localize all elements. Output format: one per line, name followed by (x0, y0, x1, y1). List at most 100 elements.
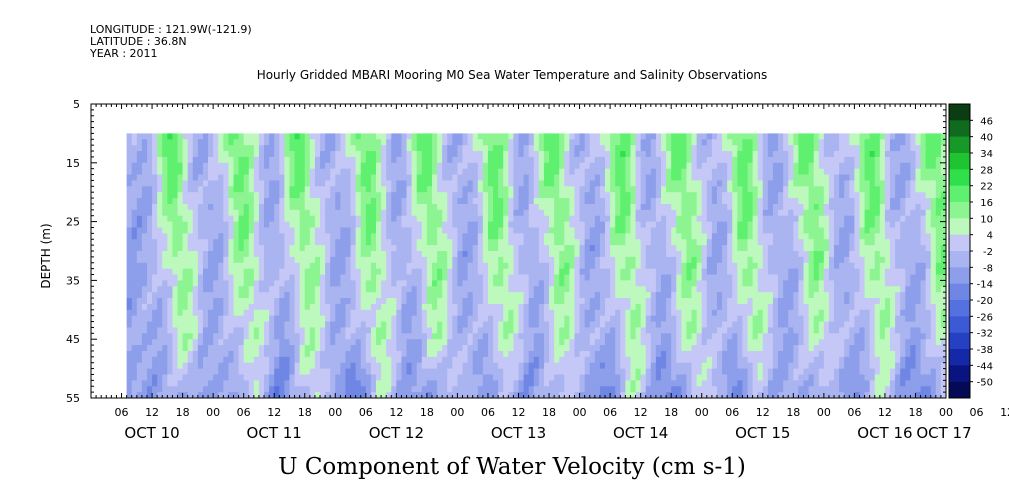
heatmap-cell (279, 315, 285, 322)
heatmap-cell (559, 139, 565, 146)
heatmap-cell (559, 251, 565, 258)
heatmap-cell (493, 251, 499, 258)
heatmap-cell (202, 362, 209, 369)
heatmap-cell (146, 356, 153, 364)
heatmap-cell (681, 262, 687, 270)
heatmap-cell (330, 309, 336, 317)
heatmap-cell (136, 262, 143, 270)
heatmap-cell (325, 298, 331, 305)
heatmap-cell (309, 368, 316, 375)
heatmap-cell (157, 180, 163, 187)
heatmap-cell (605, 139, 611, 146)
heatmap-cell (579, 386, 586, 393)
heatmap-cell (676, 239, 682, 246)
heatmap-cell (146, 239, 153, 246)
heatmap-cell (248, 239, 255, 246)
heatmap-cell (223, 298, 229, 305)
heatmap-cell (452, 239, 458, 246)
heatmap-cell (314, 215, 321, 222)
heatmap-cell (386, 321, 392, 328)
heatmap-cell (686, 374, 692, 381)
heatmap-cell (152, 151, 158, 158)
heatmap-cell (615, 309, 621, 317)
heatmap-cell (187, 315, 194, 322)
heatmap-cell (152, 298, 158, 305)
heatmap-cell (187, 280, 194, 287)
heatmap-cell (187, 362, 194, 369)
heatmap-cell (640, 268, 647, 275)
heatmap-cell (162, 303, 168, 311)
heatmap-cell (681, 245, 687, 252)
heatmap-cell (676, 315, 682, 322)
heatmap-cell (146, 386, 153, 393)
heatmap-cell (274, 251, 280, 258)
heatmap-cell (518, 151, 524, 158)
heatmap-cell (579, 374, 586, 381)
heatmap-cell (386, 233, 392, 240)
heatmap-cell (289, 298, 295, 305)
heatmap-cell (472, 274, 479, 281)
heatmap-cell (518, 251, 524, 258)
heatmap-cell (264, 198, 270, 205)
heatmap-cell (599, 380, 606, 387)
heatmap-cell (538, 327, 545, 334)
heatmap-cell (477, 321, 484, 328)
heatmap-cell (381, 162, 387, 170)
heatmap-cell (655, 292, 662, 299)
heatmap-cell (442, 286, 448, 293)
heatmap-cell (294, 227, 301, 234)
heatmap-cell (559, 327, 565, 334)
heatmap-cell (320, 168, 326, 175)
heatmap-cell (482, 151, 489, 158)
heatmap-cell (528, 368, 535, 375)
heatmap-cell (345, 315, 351, 322)
heatmap-cell (152, 139, 158, 146)
heatmap-cell (167, 292, 173, 299)
heatmap-cell (202, 321, 209, 328)
heatmap-cell (640, 139, 647, 146)
heatmap-cell (152, 156, 158, 164)
heatmap-cell (167, 215, 173, 222)
heatmap-cell (381, 339, 387, 346)
heatmap-cell (370, 245, 377, 252)
heatmap-cell (620, 133, 626, 140)
heatmap-cell (248, 339, 255, 346)
heatmap-cell (253, 339, 260, 346)
heatmap-cell (391, 251, 397, 258)
heatmap-cell (197, 174, 204, 181)
heatmap-cell (513, 374, 519, 381)
heatmap-cell (421, 139, 428, 146)
heatmap-cell (269, 198, 275, 205)
heatmap-cell (569, 392, 575, 399)
heatmap-cell (528, 274, 535, 281)
heatmap-cell (238, 239, 245, 246)
heatmap-cell (579, 145, 586, 152)
heatmap-cell (518, 215, 524, 222)
heatmap-cell (304, 168, 311, 175)
heatmap-cell (365, 333, 372, 340)
heatmap-cell (197, 180, 204, 187)
heatmap-cell (564, 315, 570, 322)
heatmap-cell (411, 245, 418, 252)
heatmap-cell (574, 198, 580, 205)
heatmap-cell (233, 239, 239, 246)
heatmap-cell (610, 303, 616, 311)
heatmap-cell (340, 209, 346, 217)
heatmap-cell (355, 350, 362, 358)
heatmap-cell (452, 251, 458, 258)
heatmap-cell (661, 280, 667, 287)
heatmap-cell (599, 215, 606, 222)
heatmap-cell (630, 268, 636, 275)
heatmap-cell (187, 286, 194, 293)
heatmap-cell (640, 256, 647, 264)
heatmap-cell (365, 386, 372, 393)
heatmap-cell (335, 239, 341, 246)
heatmap-cell (605, 392, 611, 399)
heatmap-cell (615, 356, 621, 364)
heatmap-cell (655, 251, 662, 258)
heatmap-cell (208, 192, 214, 199)
heatmap-cell (141, 215, 148, 222)
heatmap-cell (192, 292, 199, 299)
heatmap-cell (589, 345, 596, 352)
heatmap-cell (442, 327, 448, 334)
